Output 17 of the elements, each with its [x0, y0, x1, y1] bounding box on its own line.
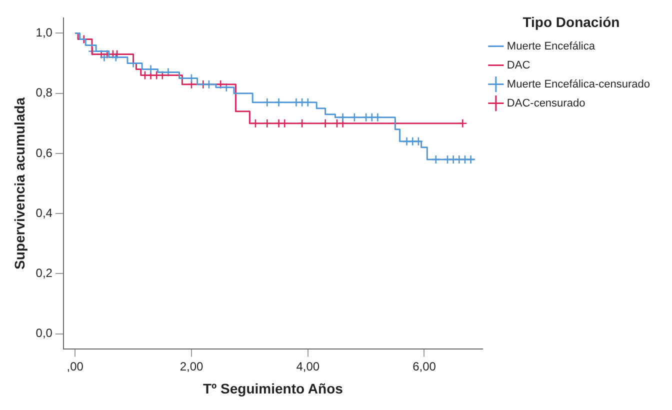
y-tick-label: 0,8: [36, 86, 53, 100]
x-tick-label: 6,00: [412, 359, 436, 374]
y-tick-label: 0,6: [36, 146, 53, 160]
x-tick-label: 4,00: [296, 359, 320, 374]
legend-label: DAC: [506, 59, 530, 72]
x-tick-label: ,00: [66, 359, 84, 374]
legend-label: Muerte Encefálica: [506, 40, 596, 52]
legend-title: Tipo Donación: [522, 14, 620, 30]
x-tick-label: 2,00: [180, 359, 204, 374]
y-tick-label: 1,0: [36, 26, 53, 40]
y-axis-title: Supervivencia acumulada: [11, 97, 28, 270]
x-axis-title: Tº Seguimiento Años: [202, 380, 344, 396]
y-tick-label: 0,2: [36, 266, 53, 280]
y-tick-label: 0,4: [36, 206, 53, 220]
legend-label: DAC-censurado: [506, 97, 586, 110]
y-tick-label: 0,0: [36, 326, 53, 340]
legend-label: Muerte Encefálica-censurado: [506, 78, 650, 90]
